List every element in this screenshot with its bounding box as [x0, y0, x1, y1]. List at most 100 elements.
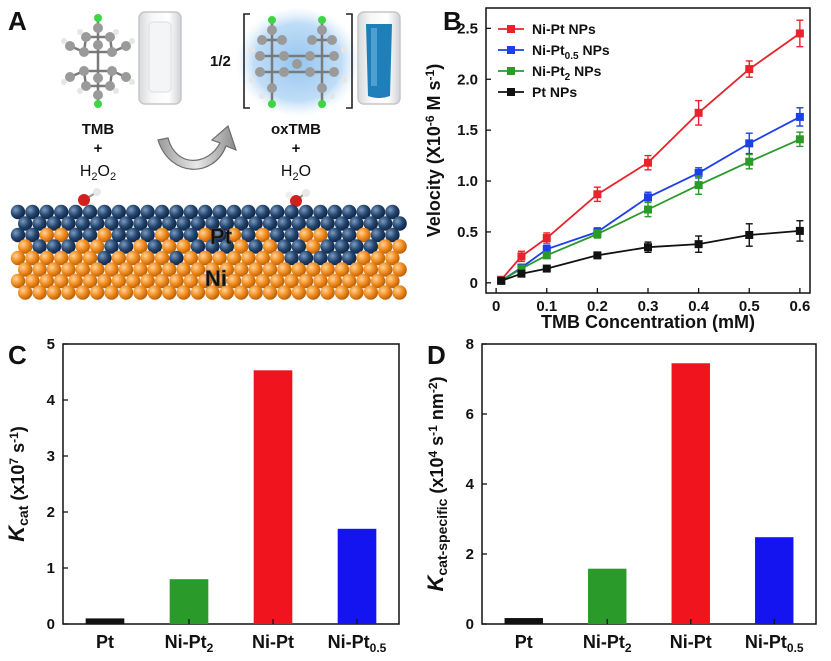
y-tick-label: 0.5	[457, 224, 478, 241]
ni-atom	[241, 250, 256, 266]
ni-atom	[219, 262, 234, 277]
ni-atom	[385, 250, 400, 266]
x-tick-label: 0.2	[587, 298, 608, 315]
ni-atom	[313, 227, 328, 243]
pt-atom	[284, 250, 299, 266]
x-tick-label: Ni-Pt0.5	[745, 632, 804, 655]
panel-letter-c: C	[8, 340, 27, 370]
data-point	[644, 158, 652, 167]
ni-atom	[104, 285, 119, 300]
pt-atom	[162, 216, 177, 231]
ni-atom	[90, 239, 105, 254]
ni-atom	[169, 273, 184, 289]
h2o2-label: H2O2	[80, 163, 116, 183]
pt-atom	[298, 250, 314, 266]
pt-atom	[97, 250, 112, 266]
h2o-label: H2O	[281, 163, 311, 183]
y-axis-label: Kcat-specific (x104 s-1 nm-2)	[423, 376, 450, 591]
ni-atom	[176, 239, 191, 254]
ni-atom	[248, 262, 263, 277]
pt-atom	[104, 216, 119, 231]
y-tick-label: 2.5	[457, 20, 478, 37]
ni-atom	[291, 285, 306, 300]
ni-atom	[298, 273, 314, 289]
ni-atom	[147, 262, 162, 277]
pt-atom	[183, 227, 198, 243]
ni-atom	[126, 273, 141, 289]
bar-ni-pt0-5	[755, 537, 794, 624]
ni-atom	[378, 239, 393, 254]
ni-atom	[133, 285, 148, 300]
data-point	[542, 245, 551, 254]
pt-atom	[176, 216, 191, 231]
pt-atom	[169, 204, 184, 220]
data-point	[745, 139, 754, 148]
y-tick-label: 0	[470, 275, 478, 292]
ni-atom	[162, 262, 177, 277]
ni-atom	[97, 227, 112, 243]
ni-atom	[162, 285, 177, 300]
legend-marker	[507, 88, 515, 96]
x-tick-label: Ni-Pt	[670, 632, 712, 652]
pt-atom	[111, 204, 127, 220]
ni-atom	[349, 262, 364, 277]
cuvette-clear-image	[138, 11, 182, 105]
ni-atom	[212, 273, 227, 289]
pt-atom	[205, 216, 220, 231]
data-point	[644, 193, 652, 202]
data-point	[795, 112, 804, 121]
plus-sign-1: +	[94, 140, 103, 157]
ni-atom	[111, 250, 127, 266]
ni-atom	[32, 262, 47, 277]
pt-atom	[10, 204, 26, 220]
ni-atom	[154, 250, 170, 266]
pt-atom	[320, 239, 335, 254]
data-point	[745, 65, 754, 74]
ni-atom	[133, 239, 148, 254]
ni-atom	[147, 285, 162, 300]
ni-atom	[90, 262, 105, 277]
ni-atom	[392, 239, 407, 254]
ni-atom	[205, 262, 220, 277]
oxtmb-label: oxTMB	[271, 121, 321, 138]
ni-atom	[370, 273, 386, 289]
data-point	[745, 230, 754, 239]
ni-atom	[226, 227, 242, 243]
ni-atom	[392, 285, 407, 300]
ni-atom	[162, 239, 177, 254]
x-tick-label: Ni-Pt2	[165, 632, 214, 655]
ni-atom	[154, 273, 170, 289]
y-axis-label-group: Kcat-specific (x104 s-1 nm-2)	[423, 376, 450, 591]
panel-a: A	[8, 6, 407, 300]
ni-atom	[90, 285, 105, 300]
ni-atom	[320, 285, 335, 300]
pt-atom	[126, 204, 141, 220]
ni-atom	[262, 285, 278, 300]
pt-atom	[327, 204, 342, 220]
velocity-line-chart: 0 0.1 0.2 0.3 0.4 0.5 0.6 0 0.5 1.0 1.5 2.0 2.5 TMB C…	[423, 7, 811, 332]
pt-atom	[342, 204, 357, 220]
pt-atom	[61, 216, 76, 231]
series-line	[500, 230, 800, 282]
pt-atom	[25, 227, 40, 243]
pt-atom	[306, 216, 321, 231]
pt-atom	[104, 239, 119, 254]
ni-atom	[75, 262, 91, 277]
ni-atom	[241, 273, 256, 289]
pt-atom	[97, 204, 112, 220]
pt-atom	[334, 239, 350, 254]
ni-atom	[363, 262, 378, 277]
data-point	[517, 252, 526, 261]
pt-atom	[349, 216, 364, 231]
x-tick-label: 0.1	[536, 298, 557, 315]
x-tick-label: 0.3	[638, 298, 659, 315]
bar-ni-pt2	[588, 568, 627, 624]
data-point	[745, 157, 754, 166]
pt-atom	[241, 204, 256, 220]
ni-atom	[198, 273, 213, 289]
pt-atom	[342, 250, 357, 266]
y-tick-label: 4	[47, 392, 56, 409]
pt-atom	[118, 239, 134, 254]
h2o-molecule-image	[285, 189, 310, 207]
ni-atom	[10, 273, 26, 289]
